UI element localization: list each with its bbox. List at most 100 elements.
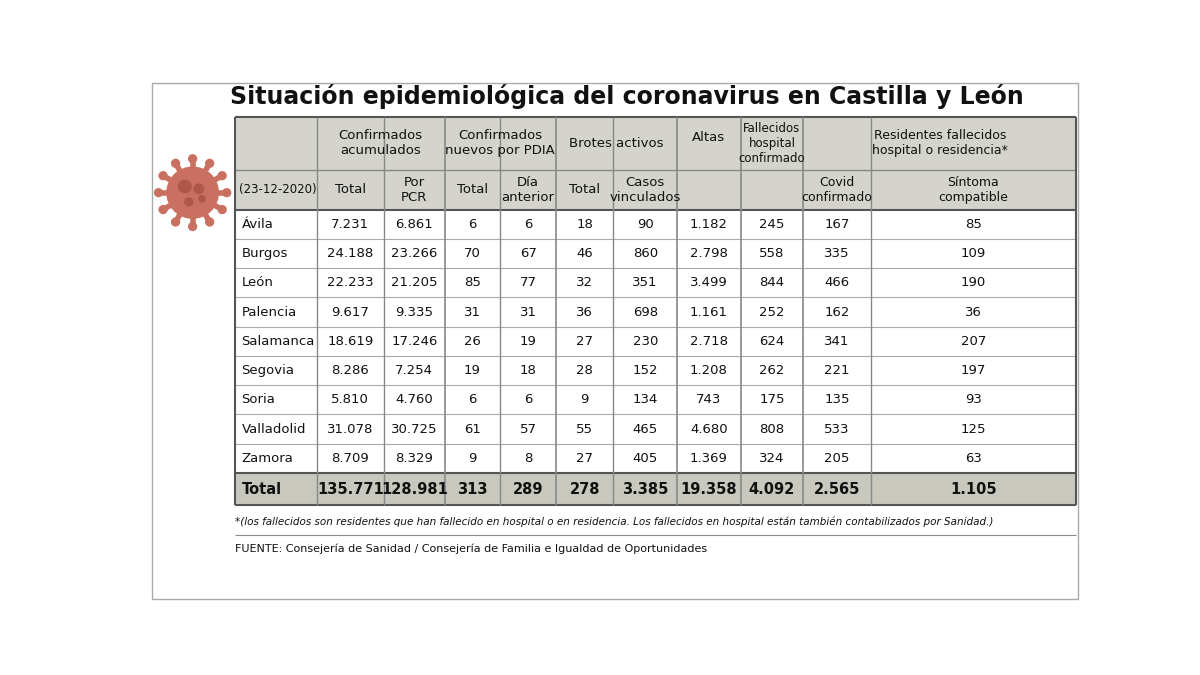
Text: 21.205: 21.205 (391, 276, 438, 290)
Text: *(los fallecidos son residentes que han fallecido en hospital o en residencia. L: *(los fallecidos son residentes que han … (235, 516, 994, 526)
Text: 31: 31 (520, 306, 536, 319)
Text: León: León (241, 276, 274, 290)
Text: 1.182: 1.182 (690, 218, 727, 231)
Text: 18: 18 (520, 364, 536, 377)
Circle shape (193, 184, 204, 194)
Text: 190: 190 (961, 276, 986, 290)
Bar (235, 117, 1076, 506)
Text: 2.565: 2.565 (814, 481, 860, 497)
Text: 22.233: 22.233 (328, 276, 373, 290)
Text: 17.246: 17.246 (391, 335, 438, 348)
Text: 1.369: 1.369 (690, 452, 727, 465)
Text: 9.617: 9.617 (331, 306, 370, 319)
Text: 533: 533 (824, 423, 850, 435)
Text: 152: 152 (632, 364, 658, 377)
Text: 221: 221 (824, 364, 850, 377)
Text: 63: 63 (965, 452, 982, 465)
Text: 278: 278 (570, 481, 600, 497)
Text: 9.335: 9.335 (395, 306, 433, 319)
Text: 808: 808 (760, 423, 785, 435)
Text: 405: 405 (632, 452, 658, 465)
Circle shape (188, 154, 197, 163)
Text: Total: Total (241, 481, 282, 497)
Text: 698: 698 (632, 306, 658, 319)
Text: Valladolid: Valladolid (241, 423, 306, 435)
Circle shape (167, 167, 218, 219)
Bar (235, 473, 1076, 506)
Text: 6.861: 6.861 (396, 218, 433, 231)
Circle shape (205, 159, 215, 168)
Text: 36: 36 (576, 306, 593, 319)
Text: 27: 27 (576, 452, 593, 465)
Text: 324: 324 (760, 452, 785, 465)
Text: 9: 9 (581, 394, 589, 406)
Text: 743: 743 (696, 394, 721, 406)
Text: 135.771: 135.771 (317, 481, 384, 497)
Bar (235, 117, 1076, 169)
Text: 4.092: 4.092 (749, 481, 796, 497)
Text: 252: 252 (760, 306, 785, 319)
Text: 289: 289 (512, 481, 544, 497)
Text: 2.718: 2.718 (690, 335, 727, 348)
Text: Zamora: Zamora (241, 452, 293, 465)
Text: 197: 197 (961, 364, 986, 377)
Text: Total: Total (335, 183, 366, 196)
Text: 313: 313 (457, 481, 487, 497)
Text: (23-12-2020): (23-12-2020) (239, 183, 317, 196)
Text: 31: 31 (464, 306, 481, 319)
Text: 8: 8 (524, 452, 533, 465)
Text: Soria: Soria (241, 394, 275, 406)
Text: Brotes activos: Brotes activos (569, 137, 664, 150)
Text: 3.385: 3.385 (622, 481, 668, 497)
Text: 4.680: 4.680 (690, 423, 727, 435)
Circle shape (158, 205, 168, 214)
Text: 245: 245 (760, 218, 785, 231)
Text: 8.286: 8.286 (331, 364, 370, 377)
Text: 465: 465 (632, 423, 658, 435)
Circle shape (158, 171, 168, 180)
Text: 23.266: 23.266 (391, 247, 438, 260)
Text: 207: 207 (961, 335, 986, 348)
Text: 466: 466 (824, 276, 850, 290)
Text: Fallecidos
hospital
confirmado: Fallecidos hospital confirmado (739, 122, 805, 165)
Text: 4.760: 4.760 (396, 394, 433, 406)
Text: 32: 32 (576, 276, 593, 290)
Text: 5.810: 5.810 (331, 394, 370, 406)
Text: 7.231: 7.231 (331, 218, 370, 231)
Text: Casos
vinculados: Casos vinculados (610, 176, 680, 204)
Text: 128.981: 128.981 (380, 481, 448, 497)
Text: 18: 18 (576, 218, 593, 231)
Text: 31.078: 31.078 (328, 423, 373, 435)
Text: 230: 230 (632, 335, 658, 348)
Text: 2.798: 2.798 (690, 247, 727, 260)
Text: Situación epidemiológica del coronavirus en Castilla y León: Situación epidemiológica del coronavirus… (229, 84, 1024, 109)
Text: Síntoma
compatible: Síntoma compatible (938, 176, 1008, 204)
Text: Total: Total (457, 183, 488, 196)
Text: 9: 9 (468, 452, 476, 465)
Text: 262: 262 (760, 364, 785, 377)
Text: 135: 135 (824, 394, 850, 406)
Text: 624: 624 (760, 335, 785, 348)
Text: 67: 67 (520, 247, 536, 260)
Text: 18.619: 18.619 (328, 335, 373, 348)
Text: Segovia: Segovia (241, 364, 294, 377)
Text: 860: 860 (632, 247, 658, 260)
Text: 175: 175 (760, 394, 785, 406)
Text: Confirmados
acumulados: Confirmados acumulados (338, 130, 422, 157)
Text: 7.254: 7.254 (395, 364, 433, 377)
Text: 8.329: 8.329 (395, 452, 433, 465)
Text: Por
PCR: Por PCR (401, 176, 427, 204)
Text: 6: 6 (524, 394, 533, 406)
Text: 19: 19 (464, 364, 481, 377)
Text: 61: 61 (464, 423, 481, 435)
Circle shape (217, 205, 227, 214)
Text: Día
anterior: Día anterior (502, 176, 554, 204)
Text: Residentes fallecidos
hospital o residencia*: Residentes fallecidos hospital o residen… (871, 130, 1008, 157)
Circle shape (205, 217, 215, 227)
Text: 109: 109 (961, 247, 986, 260)
Text: 6: 6 (468, 394, 476, 406)
Text: 8.709: 8.709 (331, 452, 370, 465)
Text: 93: 93 (965, 394, 982, 406)
Circle shape (222, 188, 232, 197)
Text: 167: 167 (824, 218, 850, 231)
